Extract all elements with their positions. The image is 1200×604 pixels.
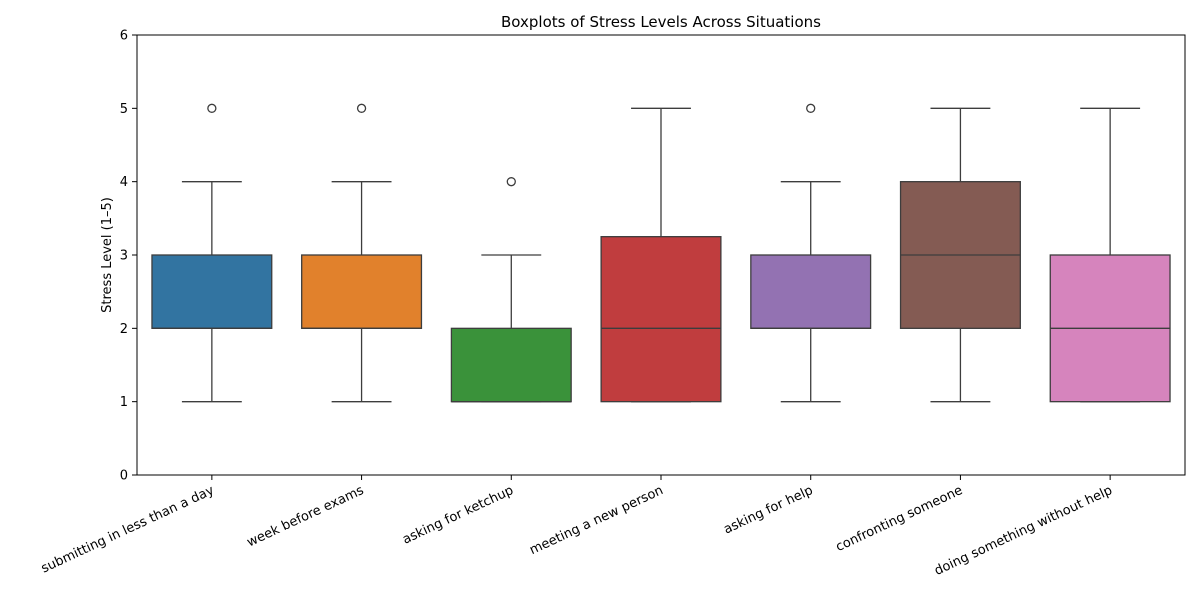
x-tick-label: week before exams: [245, 483, 367, 550]
x-tick-label: asking for ketchup: [400, 483, 516, 548]
y-tick-label: 3: [120, 249, 128, 264]
box: [750, 254, 872, 329]
y-tick-label: 5: [120, 102, 128, 117]
plot-frame: [136, 34, 1186, 476]
box: [151, 254, 273, 329]
box: [600, 236, 722, 403]
y-tick-label: 4: [120, 175, 128, 190]
plot-area: submitting in less than a day week before…: [39, 29, 1186, 579]
outlier-point: [506, 177, 516, 187]
chart-title: Boxplots of Stress Levels Across Situati…: [501, 13, 821, 31]
x-tick-label: meeting a new person: [527, 483, 665, 558]
outlier-point: [356, 103, 367, 113]
y-tick-label: 2: [120, 322, 128, 337]
box: [450, 327, 572, 403]
x-tick-label: submitting in less than a day: [39, 483, 217, 577]
y-axis-label: Stress Level (1–5): [100, 197, 115, 313]
outlier-point: [806, 103, 816, 113]
x-tick-label: asking for help: [721, 483, 815, 537]
y-tick-label: 6: [120, 29, 128, 44]
x-tick-label: confronting someone: [834, 483, 965, 555]
y-tick-label: 1: [120, 395, 128, 410]
y-tick-label: 0: [120, 469, 128, 484]
outlier-point: [207, 103, 217, 113]
box: [301, 254, 423, 329]
